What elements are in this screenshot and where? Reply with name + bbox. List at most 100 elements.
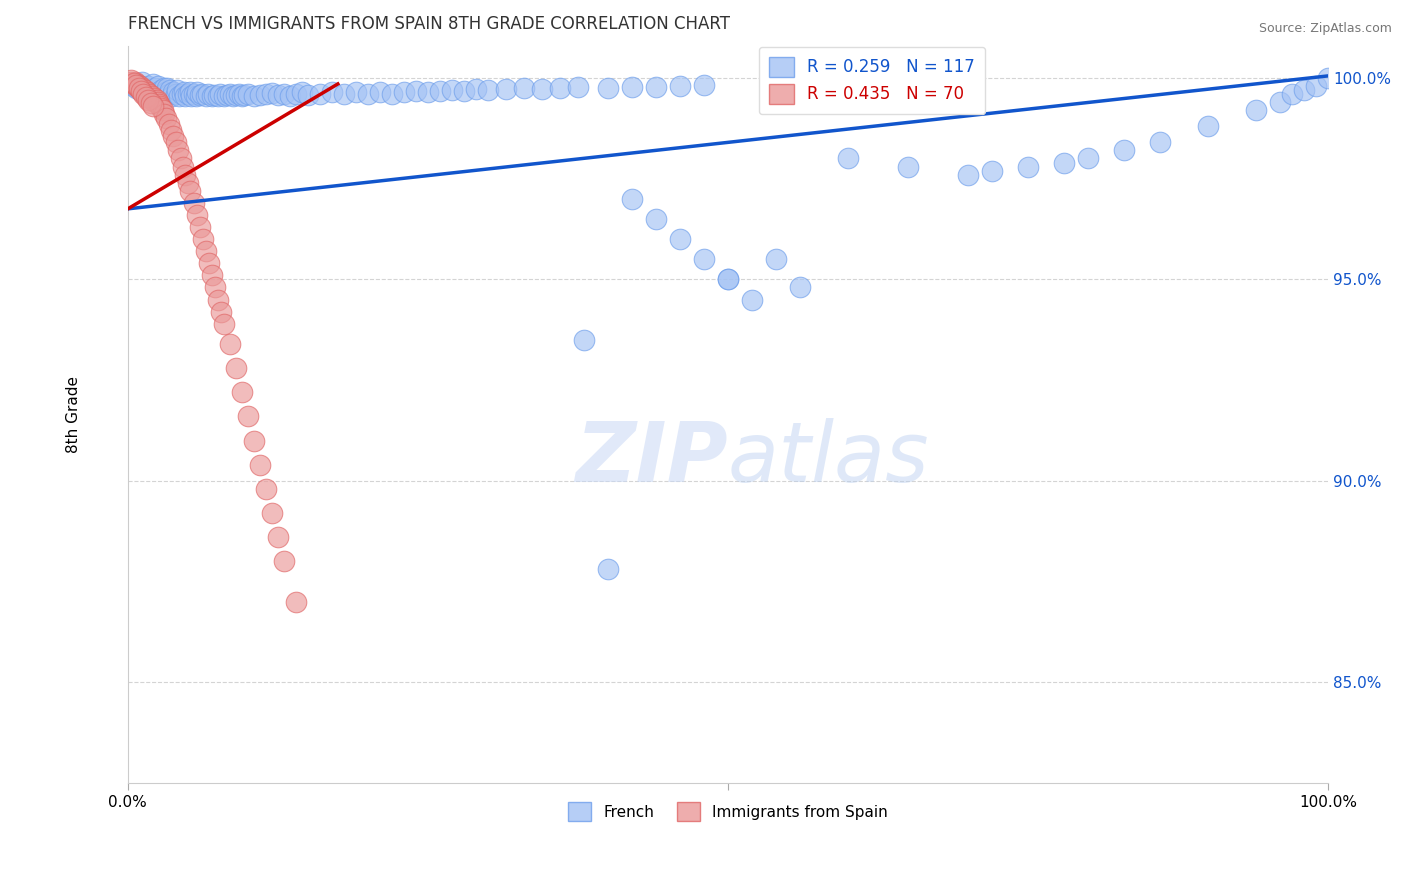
- Point: [620, 192, 643, 206]
- Point: [717, 272, 740, 286]
- Point: [321, 85, 343, 99]
- Point: [837, 152, 859, 166]
- Point: [1268, 95, 1291, 109]
- Point: [120, 75, 142, 89]
- Point: [131, 75, 153, 89]
- Text: FRENCH VS IMMIGRANTS FROM SPAIN 8TH GRADE CORRELATION CHART: FRENCH VS IMMIGRANTS FROM SPAIN 8TH GRAD…: [128, 15, 730, 33]
- Point: [132, 85, 155, 99]
- Point: [273, 87, 295, 101]
- Point: [177, 87, 200, 101]
- Point: [169, 152, 191, 166]
- Point: [620, 79, 643, 94]
- Point: [231, 89, 253, 103]
- Point: [368, 85, 391, 99]
- Point: [186, 85, 208, 99]
- Point: [249, 87, 271, 102]
- Point: [530, 82, 553, 96]
- Point: [139, 91, 162, 105]
- Point: [141, 89, 163, 103]
- Point: [1305, 78, 1327, 93]
- Point: [120, 73, 142, 87]
- Point: [145, 93, 167, 107]
- Point: [135, 87, 157, 101]
- Point: [233, 87, 256, 102]
- Point: [157, 87, 180, 101]
- Point: [1149, 136, 1171, 150]
- Point: [129, 83, 152, 97]
- Point: [254, 87, 277, 101]
- Point: [125, 78, 148, 92]
- Point: [183, 195, 205, 210]
- Point: [152, 87, 174, 101]
- Text: 8th Grade: 8th Grade: [66, 376, 82, 453]
- Point: [183, 87, 205, 101]
- Point: [156, 81, 179, 95]
- Point: [122, 76, 145, 90]
- Text: Source: ZipAtlas.com: Source: ZipAtlas.com: [1258, 22, 1392, 36]
- Point: [693, 78, 716, 92]
- Point: [141, 83, 163, 97]
- Point: [645, 79, 668, 94]
- Point: [236, 409, 259, 424]
- Point: [148, 97, 170, 112]
- Point: [165, 87, 187, 101]
- Point: [308, 87, 330, 101]
- Point: [260, 86, 283, 100]
- Point: [513, 81, 536, 95]
- Point: [981, 163, 1004, 178]
- Point: [180, 89, 202, 103]
- Point: [209, 304, 232, 318]
- Point: [741, 293, 763, 307]
- Point: [155, 85, 177, 99]
- Point: [167, 144, 190, 158]
- Point: [155, 112, 177, 126]
- Point: [572, 333, 595, 347]
- Point: [217, 87, 239, 102]
- Point: [128, 81, 150, 95]
- Point: [669, 78, 692, 93]
- Point: [267, 87, 290, 102]
- Point: [765, 252, 787, 267]
- Text: ZIP: ZIP: [575, 418, 728, 500]
- Point: [1017, 160, 1039, 174]
- Point: [193, 232, 215, 246]
- Point: [596, 562, 619, 576]
- Point: [188, 219, 211, 234]
- Point: [381, 87, 404, 101]
- Point: [188, 87, 211, 102]
- Point: [127, 77, 149, 91]
- Point: [150, 83, 173, 97]
- Point: [392, 85, 415, 99]
- Point: [142, 93, 165, 107]
- Point: [1053, 155, 1076, 169]
- Point: [243, 89, 266, 103]
- Point: [143, 91, 166, 105]
- Point: [160, 89, 183, 103]
- Point: [145, 81, 167, 95]
- Point: [162, 129, 184, 144]
- Point: [146, 85, 169, 99]
- Point: [159, 83, 181, 97]
- Point: [152, 81, 174, 95]
- Point: [1294, 83, 1316, 97]
- Point: [150, 101, 173, 115]
- Point: [129, 84, 152, 98]
- Point: [207, 89, 229, 103]
- Point: [669, 232, 692, 246]
- Point: [249, 458, 271, 472]
- Point: [149, 89, 172, 103]
- Point: [142, 99, 165, 113]
- Point: [165, 136, 187, 150]
- Point: [495, 82, 517, 96]
- Point: [218, 336, 240, 351]
- Point: [135, 90, 157, 104]
- Point: [191, 87, 214, 101]
- Point: [204, 280, 226, 294]
- Point: [236, 87, 259, 101]
- Point: [146, 78, 169, 93]
- Point: [173, 85, 195, 99]
- Point: [202, 87, 225, 102]
- Point: [225, 361, 247, 376]
- Point: [157, 117, 180, 131]
- Point: [267, 530, 290, 544]
